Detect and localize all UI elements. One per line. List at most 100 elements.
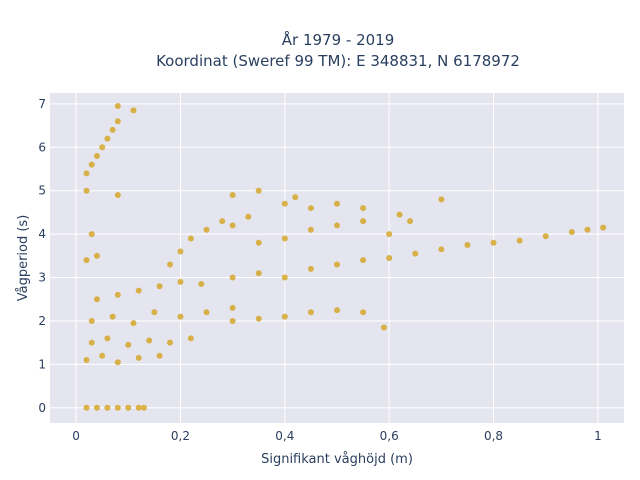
data-point [109, 126, 116, 133]
y-tick-label: 2 [38, 314, 46, 328]
data-point [83, 257, 90, 264]
data-point [114, 291, 121, 298]
x-tick-label: 0,4 [275, 429, 294, 443]
data-point [177, 313, 184, 320]
data-point [83, 170, 90, 177]
data-point [396, 211, 403, 218]
data-point [114, 192, 121, 199]
data-point [130, 107, 137, 114]
data-point [167, 261, 174, 268]
data-point [412, 250, 419, 257]
data-point [438, 246, 445, 253]
x-tick-label: 0,8 [484, 429, 503, 443]
data-point [130, 320, 137, 327]
data-point [114, 103, 121, 110]
x-axis-title: Signifikant våghöjd (m) [261, 452, 413, 467]
data-point [167, 339, 174, 346]
data-point [219, 218, 226, 225]
data-point [187, 235, 194, 242]
data-point [386, 255, 393, 261]
y-tick-label: 0 [38, 401, 46, 415]
data-point [203, 309, 210, 316]
data-point [156, 352, 163, 359]
data-point [229, 192, 236, 199]
data-point [281, 274, 288, 281]
data-point [187, 335, 194, 342]
y-tick-label: 7 [38, 97, 46, 111]
data-point [114, 118, 121, 125]
data-point [104, 404, 111, 411]
grid-lines [50, 93, 624, 423]
data-point [542, 233, 549, 240]
data-point [125, 404, 132, 411]
y-tick-label: 6 [38, 140, 46, 154]
data-point [360, 218, 367, 225]
data-point [334, 200, 340, 207]
data-point [490, 239, 497, 246]
data-point [600, 224, 607, 231]
data-point [281, 313, 288, 320]
data-point [281, 200, 288, 207]
chart-title-line1: År 1979 - 2019 [282, 30, 395, 49]
data-point [114, 359, 121, 366]
data-point [198, 281, 205, 288]
y-axis-title: Vågperiod (s) [16, 215, 31, 302]
data-point [88, 161, 95, 168]
data-point [156, 283, 163, 290]
y-axis-ticks: 0 1 2 3 4 5 6 7 [38, 97, 46, 415]
data-point [104, 335, 111, 342]
data-point [99, 144, 106, 151]
data-point [334, 307, 340, 314]
data-point [83, 357, 90, 364]
data-point [109, 313, 116, 320]
data-point [245, 213, 252, 220]
data-point [307, 226, 314, 233]
data-point [135, 354, 142, 361]
chart-title-line2: Koordinat (Sweref 99 TM): E 348831, N 61… [156, 52, 520, 70]
y-tick-label: 5 [38, 184, 46, 198]
x-tick-label: 0,6 [380, 429, 399, 443]
data-point [203, 226, 210, 233]
y-tick-label: 3 [38, 271, 46, 285]
data-point [568, 228, 575, 235]
data-point [380, 324, 387, 331]
data-point [360, 257, 367, 264]
data-point [88, 339, 95, 346]
data-point [140, 404, 147, 411]
data-point [229, 317, 236, 324]
data-point [360, 205, 367, 212]
data-point [135, 404, 142, 411]
data-point [88, 317, 95, 324]
data-point [584, 226, 591, 233]
x-axis-ticks: 0 0,2 0,4 0,6 0,8 1 [72, 429, 601, 443]
data-point [99, 352, 106, 359]
data-point [135, 287, 142, 294]
data-point [516, 237, 523, 244]
data-point [146, 337, 153, 344]
data-point [292, 194, 299, 201]
y-tick-label: 1 [38, 357, 46, 371]
data-point [93, 296, 100, 303]
data-point [93, 252, 100, 259]
y-tick-label: 4 [38, 227, 46, 241]
data-point [83, 404, 90, 411]
x-tick-label: 0,2 [171, 429, 190, 443]
data-point [229, 222, 236, 229]
data-point [229, 274, 236, 281]
data-point [255, 187, 262, 194]
plot-area [50, 93, 624, 423]
data-point [360, 309, 367, 316]
data-point [177, 278, 184, 285]
data-point [93, 404, 100, 411]
data-points [83, 103, 607, 411]
data-point [438, 196, 445, 203]
data-point [281, 235, 288, 242]
x-tick-label: 1 [594, 429, 602, 443]
x-tick-label: 0 [72, 429, 80, 443]
data-point [464, 241, 471, 248]
data-point [386, 231, 393, 238]
data-point [334, 261, 340, 268]
data-point [307, 205, 314, 212]
data-point [255, 239, 262, 246]
